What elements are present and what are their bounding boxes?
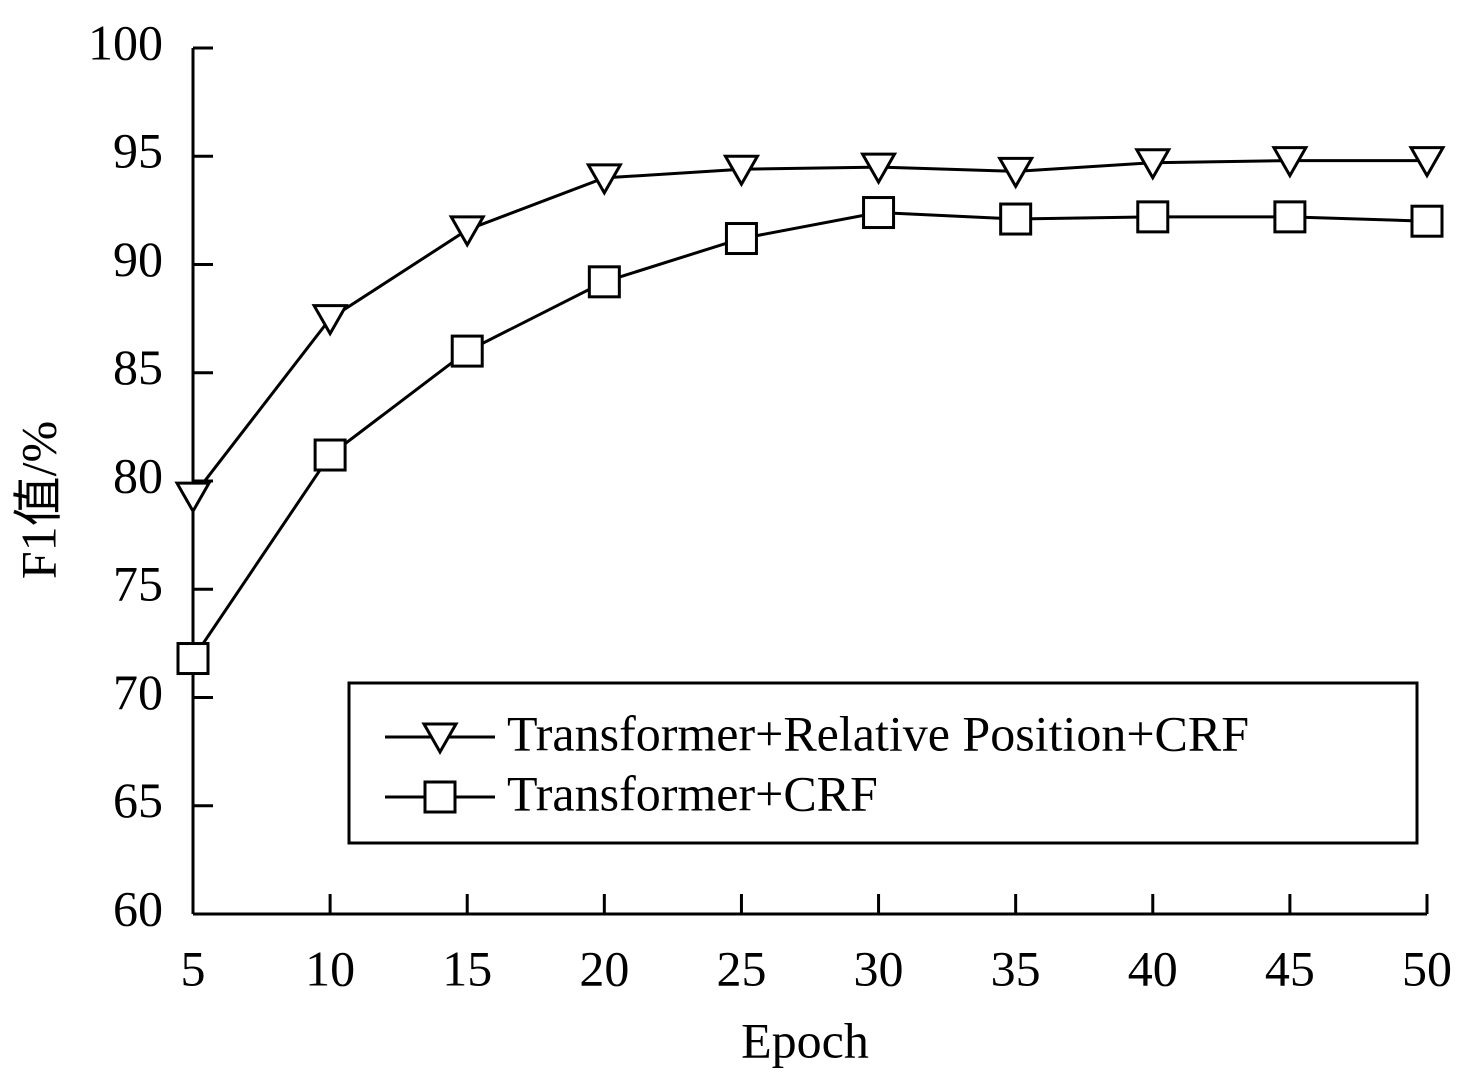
x-tick-label: 20 [579,940,629,996]
y-tick-label: 75 [113,556,163,612]
x-tick-label: 40 [1128,940,1178,996]
y-tick-label: 65 [113,772,163,828]
series-line [191,211,1428,660]
marker [1273,200,1307,234]
y-tick-label: 80 [113,447,163,503]
x-tick-label: 10 [305,940,355,996]
x-tick-label: 35 [991,940,1041,996]
marker [1134,148,1172,181]
marker [1136,200,1170,234]
x-tick-label: 25 [716,940,766,996]
marker [176,642,210,676]
marker [997,156,1035,190]
marker [313,438,347,472]
y-tick-label: 90 [113,231,163,287]
marker [585,163,623,196]
y-tick-label: 95 [113,123,163,179]
x-axis-label: Epoch [741,1012,869,1068]
x-tick-label: 5 [181,940,206,996]
marker [722,154,761,188]
marker [862,196,896,230]
y-axis-label: F1值/% [10,421,66,579]
marker [174,481,212,515]
legend-box [347,681,1419,845]
marker [1410,204,1444,238]
y-tick-label: 60 [113,880,163,936]
x-tick-label: 50 [1402,940,1452,996]
y-tick-label: 85 [113,339,163,395]
x-tick-label: 45 [1265,940,1315,996]
marker [1271,146,1309,179]
marker [1408,146,1446,179]
marker [859,152,898,186]
y-tick-label: 100 [88,14,163,70]
x-tick-label: 15 [442,940,492,996]
legend-marker [421,722,459,756]
marker [448,215,486,248]
legend-label: Transformer+Relative Position+CRF [507,705,1249,761]
x-tick-label: 30 [854,940,904,996]
series-line [191,159,1427,498]
marker [450,334,484,368]
legend-marker [423,780,457,814]
marker [999,202,1033,236]
y-tick-label: 70 [113,664,163,720]
marker [587,265,621,299]
marker [311,304,349,337]
legend-label: Transformer+CRF [507,765,878,821]
marker [724,222,758,256]
